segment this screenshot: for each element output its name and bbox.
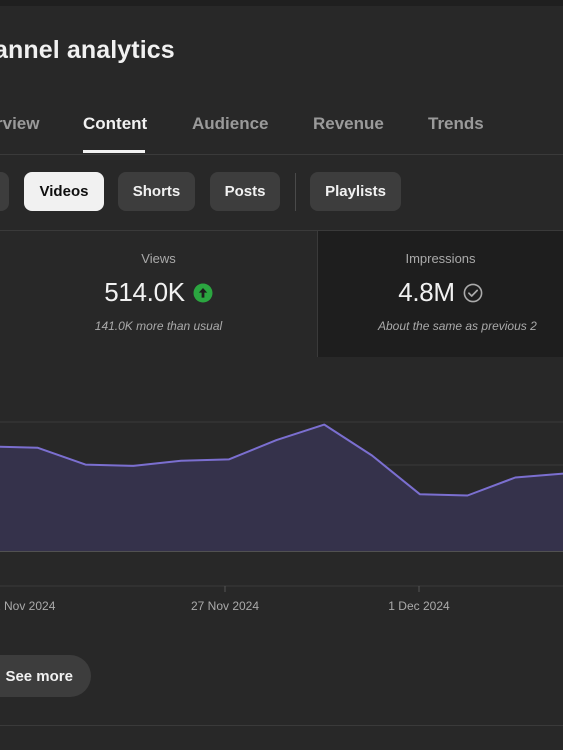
metric-card-views[interactable]: Views 514.0K 141.0K more than usual [0, 231, 317, 357]
filter-chip-playlists[interactable]: Playlists [310, 172, 401, 211]
filter-chip-posts[interactable]: Posts [210, 172, 280, 211]
analytics-tabs: rview Content Audience Revenue Trends [0, 106, 563, 156]
tabs-divider [0, 154, 563, 155]
top-bar [0, 0, 563, 6]
tab-overview[interactable]: rview [0, 114, 40, 133]
check-circle-icon [463, 283, 483, 302]
tab-trends[interactable]: Trends [428, 114, 484, 133]
active-tab-indicator [83, 150, 145, 153]
filter-chip-videos[interactable]: Videos [24, 172, 104, 211]
metric-value-row: 4.8M [318, 277, 563, 308]
page-title: annel analytics [0, 36, 175, 64]
metric-value-row: 514.0K [0, 277, 317, 308]
tab-content[interactable]: Content [83, 114, 148, 133]
arrow-up-circle-icon [193, 283, 213, 302]
tab-revenue[interactable]: Revenue [313, 114, 384, 133]
see-more-button[interactable]: See more [0, 655, 91, 697]
x-tick-label: 2 Nov 2024 [0, 599, 56, 613]
metric-label: Impressions [405, 251, 476, 266]
views-area [0, 424, 563, 551]
metric-note: About the same as previous 2 [378, 319, 537, 333]
metric-value: 514.0K [104, 277, 185, 307]
metrics-top-border [0, 230, 563, 231]
metric-card-impressions[interactable]: Impressions 4.8M About the same as previ… [317, 231, 563, 357]
x-tick-label: 1 Dec 2024 [388, 599, 450, 613]
filter-chip-shorts[interactable]: Shorts [118, 172, 195, 211]
metric-value: 4.8M [398, 277, 455, 307]
content-type-filters: Videos Shorts Posts Playlists [0, 172, 563, 212]
tab-audience[interactable]: Audience [192, 114, 269, 133]
views-chart-svg: 2 Nov 2024 27 Nov 2024 1 Dec 2024 [0, 421, 563, 613]
metric-label: Views [141, 251, 176, 266]
filter-separator [295, 173, 296, 211]
filter-chip-partial[interactable] [0, 172, 9, 211]
x-tick-label: 27 Nov 2024 [191, 599, 259, 613]
metric-note: 141.0K more than usual [94, 319, 223, 333]
views-line [0, 423, 563, 497]
bottom-divider [0, 725, 563, 726]
views-chart: 2 Nov 2024 27 Nov 2024 1 Dec 2024 [0, 400, 563, 630]
